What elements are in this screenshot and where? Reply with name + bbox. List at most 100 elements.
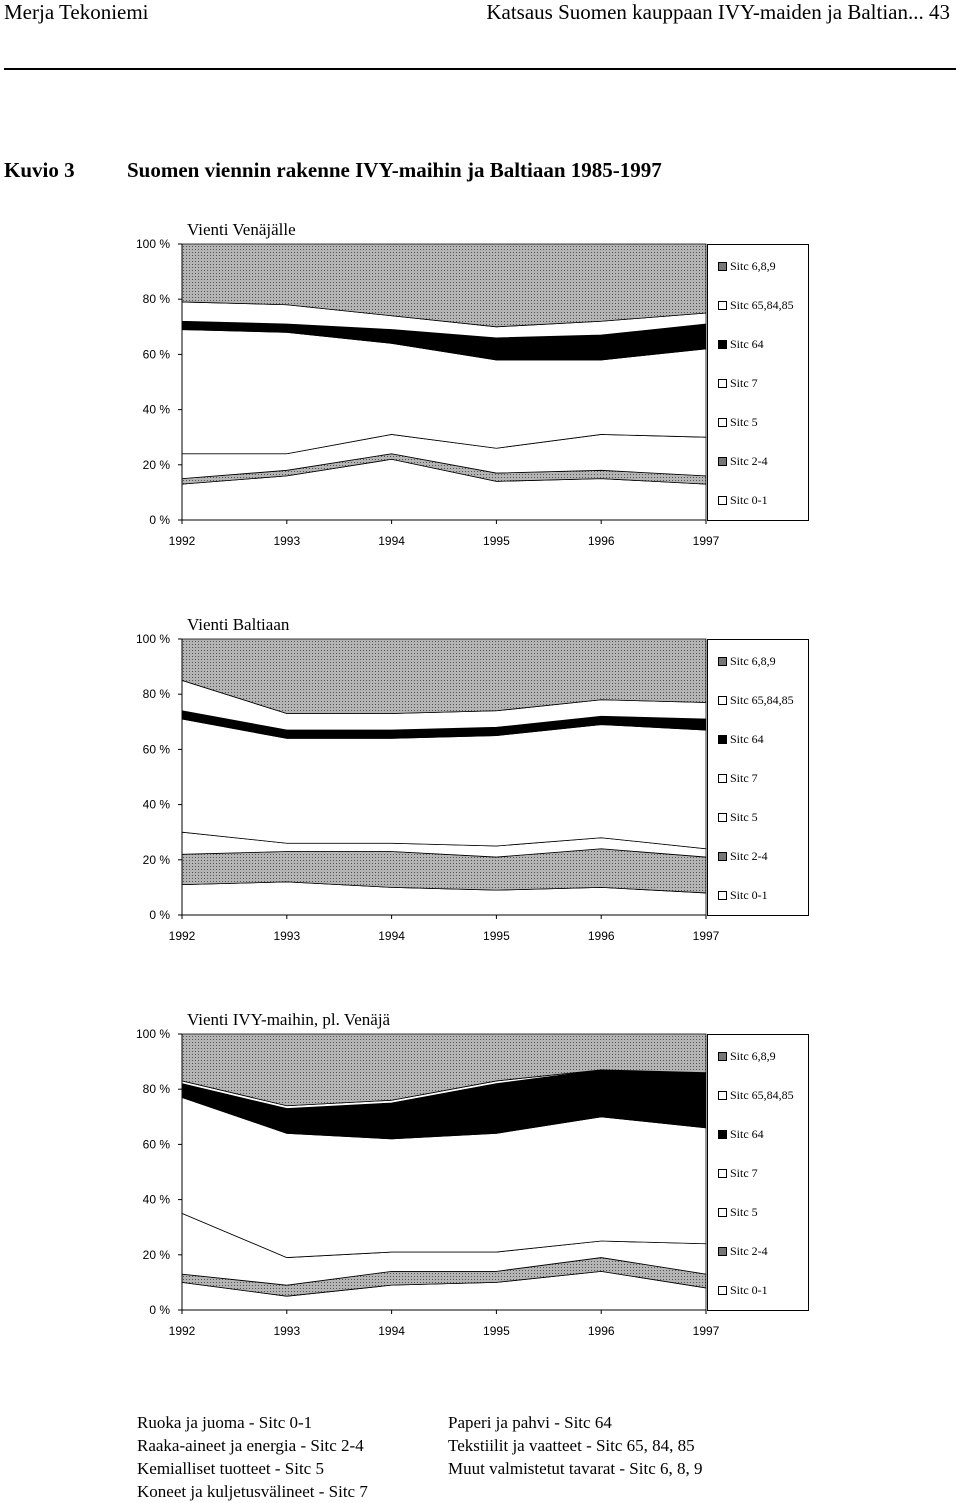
x-tick-label: 1995: [483, 1324, 510, 1338]
legend-label: Sitc 65,84,85: [730, 1088, 794, 1102]
x-tick-label: 1997: [693, 929, 720, 943]
legend-swatch: [718, 696, 727, 705]
figure-title: Suomen viennin rakenne IVY-maihin ja Bal…: [127, 158, 662, 182]
legend-item: Sitc 2-4: [718, 1244, 768, 1259]
legend-swatch: [718, 1286, 727, 1295]
legend-1: Sitc 6,8,9 Sitc 65,84,85 Sitc 64 Sitc 7 Sitc…: [707, 244, 809, 521]
y-tick-label: 40 %: [143, 798, 171, 812]
legend-item: Sitc 5: [718, 1205, 758, 1220]
legend-2: Sitc 6,8,9 Sitc 65,84,85 Sitc 64 Sitc 7 Sitc…: [707, 639, 809, 916]
footnote-item: Muut valmistetut tavarat - Sitc 6, 8, 9: [448, 1459, 703, 1478]
legend-swatch: [718, 1169, 727, 1178]
y-tick-label: 0 %: [149, 513, 170, 527]
y-tick-label: 60 %: [143, 347, 171, 361]
legend-item: Sitc 64: [718, 732, 764, 747]
legend-label: Sitc 2-4: [730, 849, 768, 863]
y-tick-label: 80 %: [143, 292, 171, 306]
chart-cis: 0 % 20 % 40 % 60 % 80 % 100 % 1992 1993 1994 1995…: [136, 1010, 720, 1338]
chart-title: Vienti Baltiaan: [187, 615, 290, 634]
y-tick-label: 100 %: [136, 1027, 170, 1041]
legend-label: Sitc 5: [730, 810, 758, 824]
legend-label: Sitc 7: [730, 771, 758, 785]
legend-swatch: [718, 379, 727, 388]
legend-swatch: [718, 457, 727, 466]
legend-label: Sitc 0-1: [730, 1283, 768, 1297]
footnote-right: Paperi ja pahvi - Sitc 64 Tekstiilit ja …: [448, 1411, 703, 1480]
running-header-author: Merja Tekoniemi: [4, 0, 149, 24]
x-tick-label: 1995: [483, 534, 510, 548]
running-header-title: Katsaus Suomen kauppaan IVY-maiden ja Ba…: [486, 0, 950, 24]
legend-label: Sitc 6,8,9: [730, 654, 776, 668]
legend-label: Sitc 64: [730, 1127, 764, 1141]
legend-label: Sitc 64: [730, 337, 764, 351]
chart-panel-1: 0 % 20 % 40 % 60 % 80 % 100 % 1992 1993 1994 1995…: [0, 220, 960, 555]
legend-item: Sitc 7: [718, 1166, 758, 1181]
y-tick-label: 100 %: [136, 237, 170, 251]
footnote-item: Tekstiilit ja vaatteet - Sitc 65, 84, 85: [448, 1436, 695, 1455]
figure-label: Kuvio 3: [4, 158, 75, 182]
legend-item: Sitc 65,84,85: [718, 693, 794, 708]
legend-item: Sitc 6,8,9: [718, 654, 776, 669]
x-tick-label: 1996: [588, 534, 615, 548]
x-tick-label: 1996: [588, 1324, 615, 1338]
legend-item: Sitc 64: [718, 1127, 764, 1142]
legend-item: Sitc 6,8,9: [718, 1049, 776, 1064]
x-tick-label: 1993: [273, 1324, 300, 1338]
y-tick-label: 60 %: [143, 1137, 171, 1151]
x-tick-label: 1993: [273, 929, 300, 943]
x-tick-label: 1997: [693, 1324, 720, 1338]
y-tick-label: 40 %: [143, 403, 171, 417]
area-sitc_7: [181, 718, 707, 850]
footnote-left: Ruoka ja juoma - Sitc 0-1 Raaka-aineet j…: [137, 1411, 368, 1503]
x-tick-label: 1992: [169, 1324, 196, 1338]
y-tick-label: 80 %: [143, 1082, 171, 1096]
y-tick-label: 60 %: [143, 742, 171, 756]
legend-label: Sitc 7: [730, 376, 758, 390]
legend-swatch: [718, 262, 727, 271]
legend-item: Sitc 7: [718, 376, 758, 391]
legend-label: Sitc 0-1: [730, 888, 768, 902]
footnote-item: Kemialliset tuotteet - Sitc 5: [137, 1459, 324, 1478]
footnote-item: Paperi ja pahvi - Sitc 64: [448, 1413, 612, 1432]
x-tick-label: 1993: [273, 534, 300, 548]
legend-label: Sitc 2-4: [730, 1244, 768, 1258]
legend-swatch: [718, 1052, 727, 1061]
legend-item: Sitc 7: [718, 771, 758, 786]
x-tick-label: 1994: [378, 929, 405, 943]
legend-swatch: [718, 891, 727, 900]
legend-swatch: [718, 1091, 727, 1100]
legend-label: Sitc 64: [730, 732, 764, 746]
legend-item: Sitc 64: [718, 337, 764, 352]
legend-swatch: [718, 852, 727, 861]
chart-panel-3: 0 % 20 % 40 % 60 % 80 % 100 % 1992 1993 1994 1995…: [0, 1010, 960, 1345]
header-rule: [4, 68, 956, 70]
legend-swatch: [718, 813, 727, 822]
chart-title: Vienti IVY-maihin, pl. Venäjä: [187, 1010, 391, 1029]
chart-panel-2: 0 % 20 % 40 % 60 % 80 % 100 % 1992 1993 1994 1995…: [0, 615, 960, 950]
x-tick-label: 1997: [693, 534, 720, 548]
legend-item: Sitc 65,84,85: [718, 1088, 794, 1103]
y-tick-label: 40 %: [143, 1193, 171, 1207]
chart-title: Vienti Venäjälle: [187, 220, 296, 239]
y-tick-label: 100 %: [136, 632, 170, 646]
y-tick-label: 0 %: [149, 908, 170, 922]
legend-label: Sitc 65,84,85: [730, 298, 794, 312]
legend-label: Sitc 0-1: [730, 493, 768, 507]
legend-swatch: [718, 657, 727, 666]
legend-swatch: [718, 496, 727, 505]
legend-item: Sitc 6,8,9: [718, 259, 776, 274]
legend-label: Sitc 65,84,85: [730, 693, 794, 707]
legend-item: Sitc 2-4: [718, 849, 768, 864]
legend-label: Sitc 2-4: [730, 454, 768, 468]
legend-swatch: [718, 301, 727, 310]
legend-swatch: [718, 340, 727, 349]
legend-swatch: [718, 1247, 727, 1256]
x-tick-label: 1992: [169, 534, 196, 548]
x-tick-label: 1994: [378, 534, 405, 548]
footnote-item: Koneet ja kuljetusvälineet - Sitc 7: [137, 1482, 368, 1501]
legend-item: Sitc 65,84,85: [718, 298, 794, 313]
chart-baltic: 0 % 20 % 40 % 60 % 80 % 100 % 1992 1993 1994 1995…: [136, 615, 720, 943]
legend-label: Sitc 5: [730, 415, 758, 429]
legend-item: Sitc 2-4: [718, 454, 768, 469]
legend-swatch: [718, 774, 727, 783]
